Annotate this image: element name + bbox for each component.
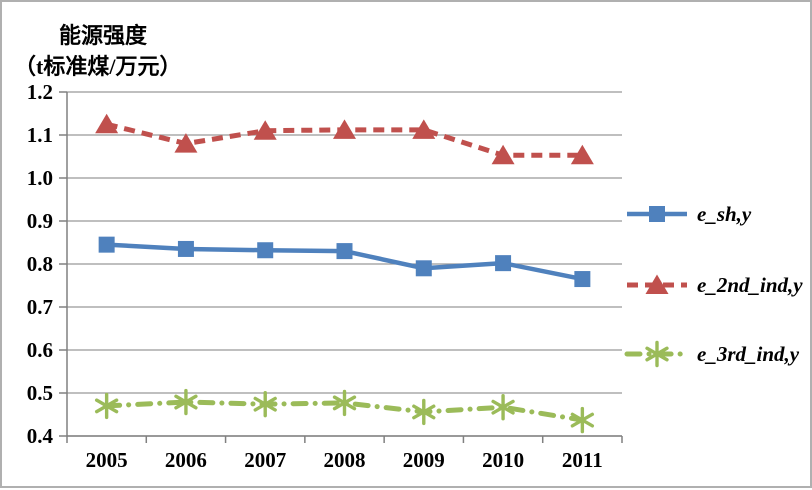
legend-item-e-sh-y: e_sh,y (624, 197, 751, 231)
svg-text:2005: 2005 (86, 448, 128, 472)
legend-item-e-2nd-ind-y: e_2nd_ind,y (624, 268, 803, 302)
legend-swatch-square-line (627, 206, 687, 222)
svg-text:0.6: 0.6 (27, 338, 53, 362)
svg-text:1.0: 1.0 (27, 166, 53, 190)
legend: e_sh,y e_2nd_ind,y e_3rd_ind,y (622, 2, 812, 490)
svg-text:2006: 2006 (165, 448, 207, 472)
svg-text:2008: 2008 (324, 448, 366, 472)
svg-text:2009: 2009 (403, 448, 445, 472)
legend-swatch-asterisk-line (624, 340, 690, 368)
chart-title-line1: 能源强度 (59, 23, 148, 48)
svg-text:2011: 2011 (562, 448, 603, 472)
legend-label: e_2nd_ind,y (697, 272, 803, 297)
legend-label: e_3rd_ind,y (697, 341, 800, 366)
svg-text:2010: 2010 (482, 448, 524, 472)
svg-text:1.1: 1.1 (27, 123, 53, 147)
chart-title-line2: （t标准煤/万元） (14, 54, 182, 79)
svg-text:0.5: 0.5 (27, 381, 53, 405)
svg-text:0.9: 0.9 (27, 209, 53, 233)
legend-item-e-3rd-ind-y: e_3rd_ind,y (624, 337, 799, 371)
legend-swatch-triangle-line (627, 274, 687, 294)
svg-text:0.7: 0.7 (27, 295, 53, 319)
legend-label: e_sh,y (697, 201, 752, 226)
svg-text:0.4: 0.4 (27, 424, 54, 448)
svg-text:2007: 2007 (244, 448, 286, 472)
svg-text:1.2: 1.2 (27, 80, 53, 104)
svg-text:0.8: 0.8 (27, 252, 53, 276)
